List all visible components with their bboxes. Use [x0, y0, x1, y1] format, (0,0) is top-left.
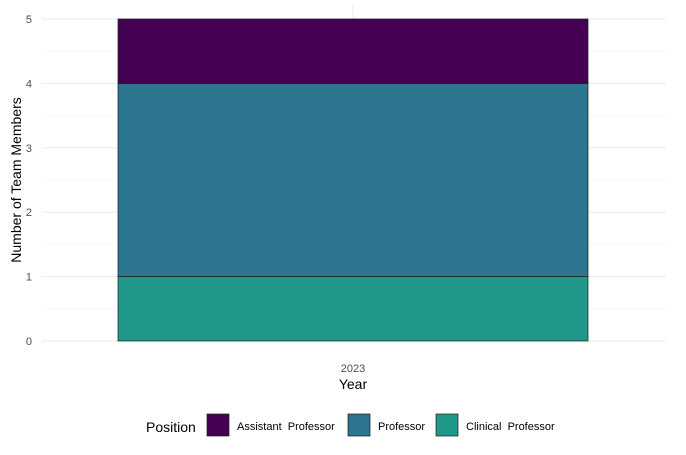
legend-title: Position [146, 419, 196, 435]
y-tick-label: 0 [26, 336, 32, 348]
bar-segment [117, 276, 589, 342]
legend: Position Assistant Professor Professor Cli… [146, 413, 555, 437]
y-tick-label: 1 [26, 272, 32, 284]
y-axis-ticks: 0 1 2 3 4 5 [26, 14, 32, 348]
legend-key [435, 413, 459, 437]
legend-label: Professor [378, 421, 425, 433]
legend-label: Assistant Professor [237, 421, 335, 433]
x-axis-title: Year [339, 376, 368, 392]
y-tick-label: 2 [26, 207, 32, 219]
x-axis-ticks: 2023 [341, 363, 365, 375]
legend-key [347, 413, 371, 437]
x-tick-label: 2023 [341, 363, 365, 375]
bar-segment [117, 18, 589, 84]
y-tick-label: 3 [26, 143, 32, 155]
y-tick-label: 5 [26, 14, 32, 26]
y-axis-title: Number of Team Members [8, 97, 24, 262]
bar-segment [117, 83, 589, 277]
legend-label: Clinical Professor [466, 421, 555, 433]
bars [117, 18, 589, 342]
y-tick-label: 4 [26, 78, 32, 90]
legend-key [206, 413, 230, 437]
